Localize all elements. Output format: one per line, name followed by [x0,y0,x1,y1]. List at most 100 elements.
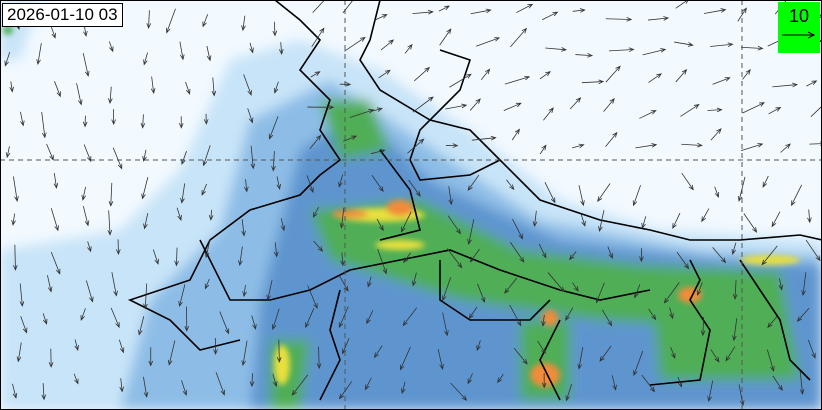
wind-arrow [339,207,345,229]
wind-arrow [516,3,534,13]
wind-arrow [538,243,547,259]
wind-arrow [413,66,431,82]
wind-arrow [441,277,452,302]
wind-arrow [203,113,209,125]
wind-arrow [565,383,573,402]
wind-arrow [349,109,375,118]
wind-arrow [251,315,257,330]
wind-arrow [580,213,586,227]
wind-arrow [20,111,25,127]
wind-arrow [312,0,328,13]
country-borders [127,0,822,401]
wind-arrow [83,144,92,163]
wind-arrow [306,175,314,194]
wind-arrow [480,68,491,81]
wind-arrow [633,350,644,377]
wind-arrow [632,185,641,207]
wind-arrow [642,48,667,56]
wind-arrow [82,115,88,128]
wind-arrow [599,345,612,362]
wind-arrow [539,144,547,155]
wind-arrow [273,242,279,258]
wind-arrow [742,69,751,80]
wind-arrow [179,41,185,61]
wind-arrow [450,382,468,401]
wind-arrow [309,134,322,150]
wind-arrow [741,45,764,51]
wind-arrow [247,108,254,124]
wind-arrow [380,39,395,51]
wind-arrow [712,247,727,264]
wind-arrow [400,346,411,371]
wind-arrow [271,308,280,331]
wind-arrow [4,51,11,67]
wind-arrow [53,172,59,189]
wind-arrow [738,384,745,407]
wind-arrow [598,210,605,233]
wind-arrow [50,251,61,275]
wind-arrow [710,42,734,47]
wind-arrow [469,248,480,263]
wind-arrow [374,14,388,21]
wind-arrow [408,179,421,197]
wind-arrow [648,308,657,321]
wind-arrow [266,279,273,301]
wind-arrow [445,143,459,148]
wind-arrow [402,307,418,327]
wind-arrow [732,318,738,342]
wind-arrow [607,246,613,260]
wind-arrow [268,116,279,140]
wind-arrow [634,284,641,299]
wind-arrow [477,283,486,303]
wind-arrow [411,272,417,287]
wind-arrow [178,116,184,129]
wind-arrow [339,82,352,87]
wind-arrow [801,272,807,297]
wind-arrow [241,340,248,367]
wind-arrow [143,376,149,398]
wind-arrow [208,209,214,221]
wind-arrow [313,240,324,252]
wind-arrow [87,241,92,253]
wind-arrow [176,207,182,221]
wind-arrow [238,246,243,267]
wind-arrow [805,239,821,262]
wind-arrow [438,5,451,12]
wind-arrow [364,377,372,391]
wind-arrow [82,205,90,227]
wind-arrow [141,177,149,200]
wind-arrow [732,280,738,300]
wind-arrow [202,14,209,28]
wind-arrow [371,175,384,193]
wind-arrow [504,277,518,294]
wind-arrow [476,37,501,47]
wind-arrow [635,143,658,149]
wind-arrow [737,7,747,22]
wind-arrow [81,186,87,201]
wind-arrow [544,181,556,204]
wind-arrow [140,114,146,129]
wind-arrow [291,374,308,396]
wind-arrow [681,142,703,148]
wind-arrow [404,43,413,54]
wind-arrow [80,308,86,322]
wind-arrow [50,208,59,232]
wind-arrow [641,374,656,393]
wind-arrow [810,103,822,117]
wind-arrow [112,147,123,170]
wind-arrow [42,313,48,325]
wind-arrow [249,42,254,54]
wind-reference-arrow-icon [782,31,816,39]
wind-arrow [340,252,345,267]
wind-arrow [311,27,325,48]
wind-arrow [712,77,731,85]
wind-arrow [577,347,584,370]
wind-arrow [669,307,674,320]
wind-arrow [611,375,617,391]
wind-arrow [250,145,256,170]
wind-arrow [377,249,387,275]
wind-arrow [437,349,444,370]
wind-arrow [204,278,210,290]
